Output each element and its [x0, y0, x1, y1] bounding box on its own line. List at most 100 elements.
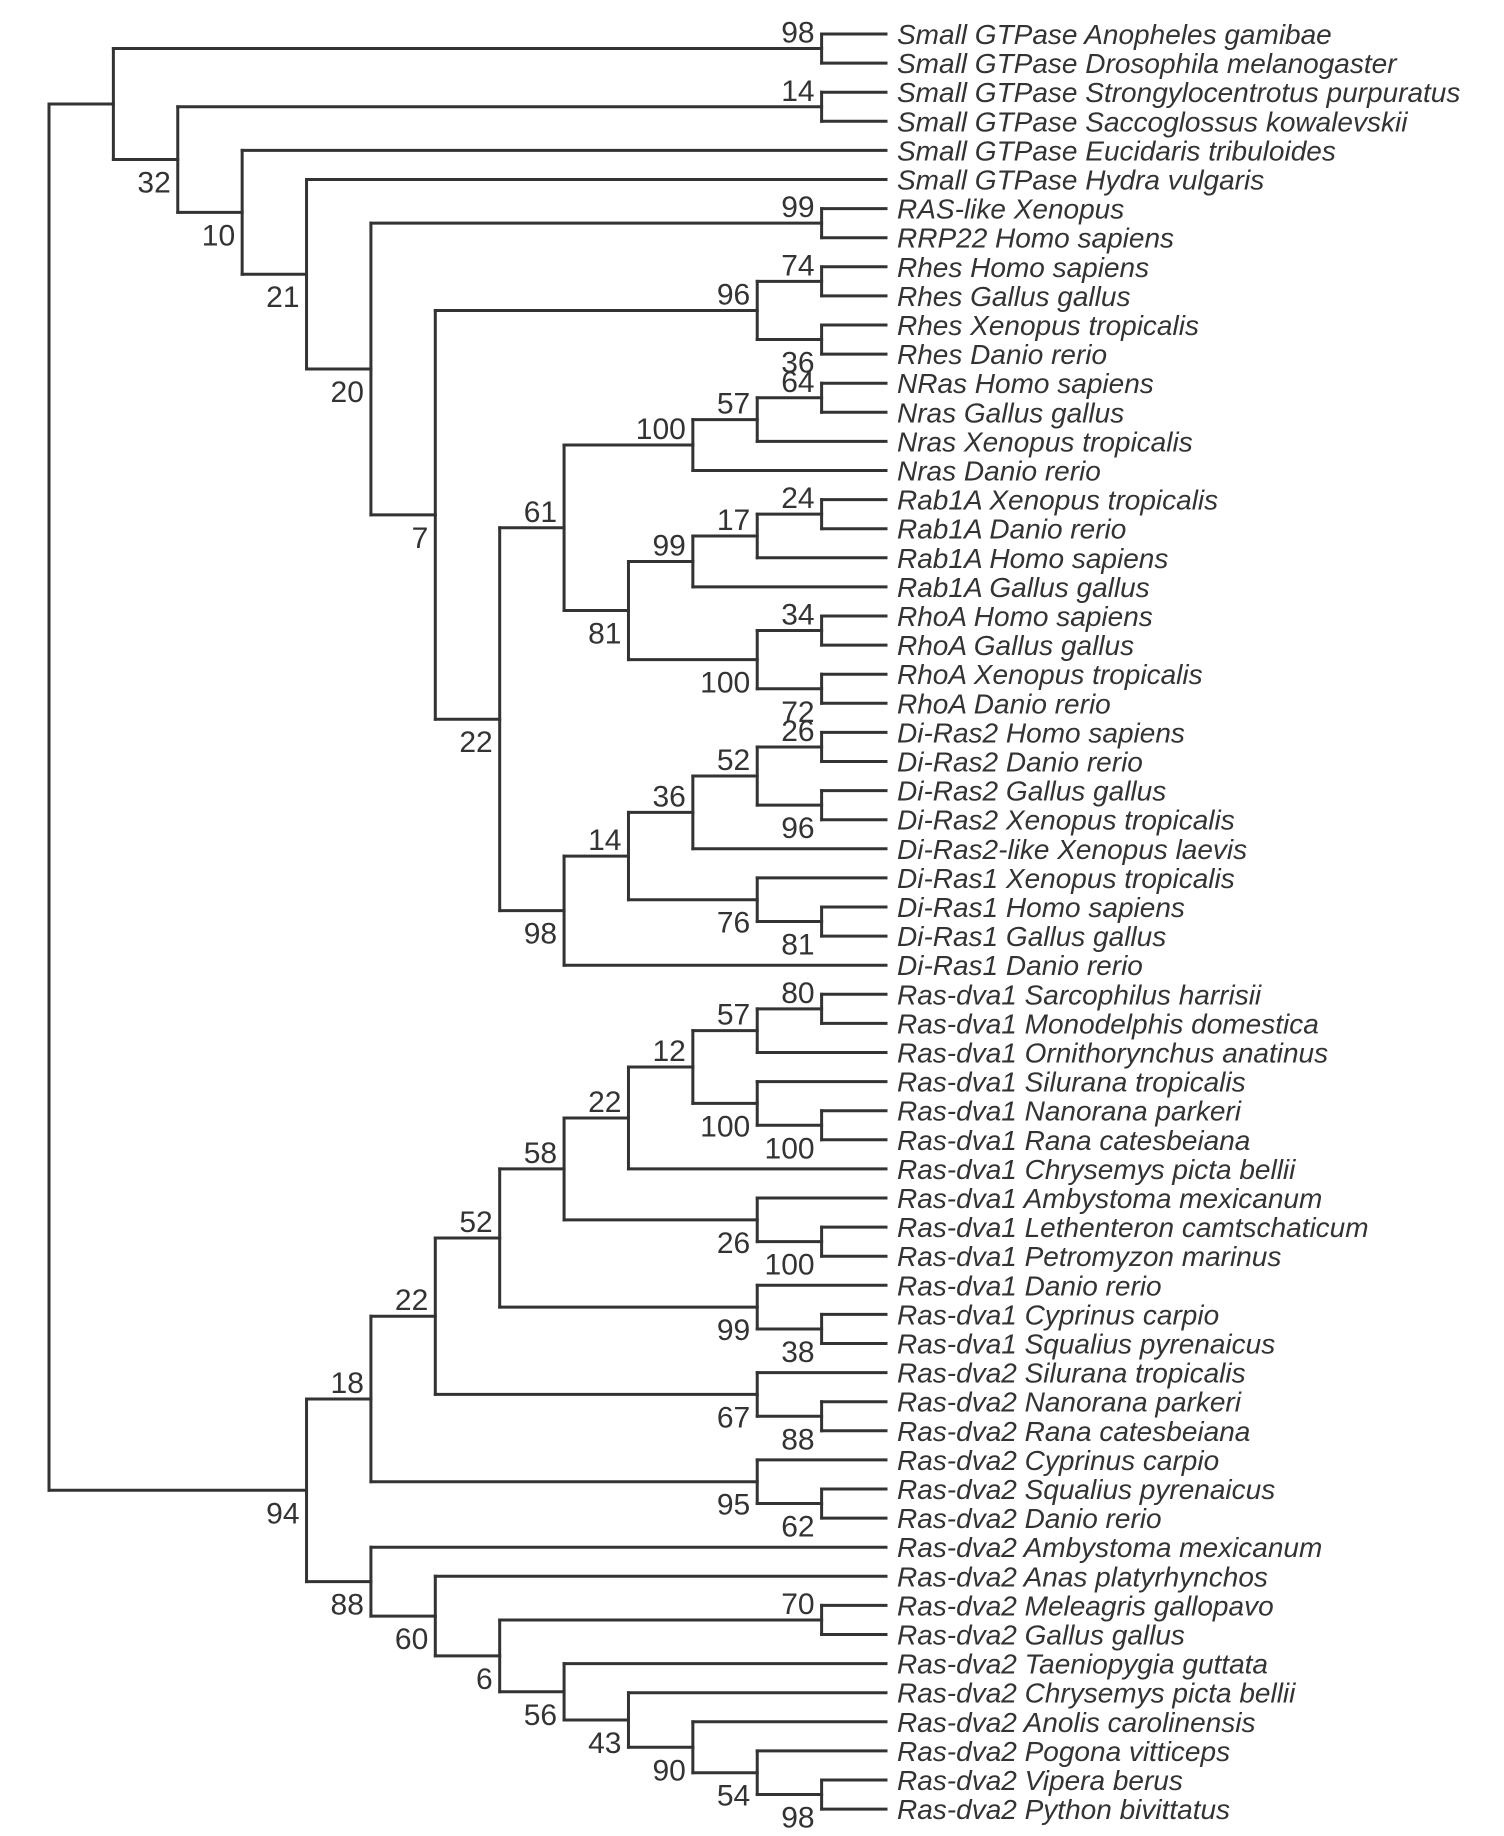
bootstrap-support-value: 12 [652, 1035, 685, 1068]
bootstrap-support-value: 90 [652, 1754, 685, 1787]
taxon-label: Small GTPase Drosophila melanogaster [897, 48, 1398, 79]
taxon-label: Ras-dva2 Rana catesbeiana [897, 1416, 1250, 1447]
bootstrap-support-value: 22 [588, 1086, 621, 1119]
bootstrap-support-value: 98 [781, 17, 814, 50]
bootstrap-support-value: 43 [588, 1727, 621, 1760]
bootstrap-support-value: 96 [717, 278, 750, 311]
taxon-label: Ras-dva2 Meleagris gallopavo [897, 1590, 1274, 1621]
bootstrap-support-value: 34 [781, 599, 814, 632]
taxon-label: Ras-dva2 Taeniopygia guttata [897, 1649, 1268, 1680]
bootstrap-support-value: 10 [202, 219, 235, 252]
taxon-label: Di-Ras2 Homo sapiens [897, 717, 1185, 748]
bootstrap-support-value: 18 [331, 1367, 364, 1400]
bootstrap-support-value: 57 [717, 388, 750, 421]
bootstrap-support-value: 20 [331, 376, 364, 409]
taxon-label: Ras-dva1 Petromyzon marinus [897, 1241, 1281, 1272]
bootstrap-support-value: 72 [781, 696, 814, 729]
taxon-label: Ras-dva1 Danio rerio [897, 1270, 1162, 1301]
taxon-label: Di-Ras2-like Xenopus laevis [897, 834, 1247, 865]
bootstrap-support-value: 7 [412, 522, 429, 555]
taxon-label: Small GTPase Saccoglossus kowalevskii [897, 106, 1408, 137]
taxon-label: RhoA Homo sapiens [897, 601, 1153, 632]
taxon-label: Ras-dva2 Gallus gallus [897, 1620, 1185, 1651]
bootstrap-support-value: 98 [781, 1802, 814, 1835]
bootstrap-support-value: 26 [717, 1227, 750, 1260]
taxon-label: Di-Ras1 Homo sapiens [897, 892, 1185, 923]
taxon-label: Rab1A Homo sapiens [897, 543, 1168, 574]
taxon-label: RhoA Gallus gallus [897, 630, 1134, 661]
bootstrap-support-value: 80 [781, 977, 814, 1010]
taxon-label: Ras-dva2 Cyprinus carpio [897, 1445, 1219, 1476]
taxon-label: NRas Homo sapiens [897, 368, 1154, 399]
taxon-label: Rhes Danio rerio [897, 339, 1107, 370]
taxon-label: Ras-dva2 Danio rerio [897, 1503, 1162, 1534]
taxon-label: Rab1A Xenopus tropicalis [897, 485, 1218, 516]
taxon-label: Ras-dva1 Ambystoma mexicanum [897, 1183, 1322, 1214]
bootstrap-support-value: 81 [588, 618, 621, 651]
taxon-label: Ras-dva1 Lethenteron camtschaticum [897, 1212, 1369, 1243]
taxon-label: Nras Danio rerio [897, 456, 1101, 487]
bootstrap-support-value: 100 [765, 1249, 815, 1282]
bootstrap-support-value: 67 [717, 1401, 750, 1434]
bootstrap-support-value: 94 [266, 1497, 299, 1530]
bootstrap-support-value: 14 [588, 824, 621, 857]
taxon-label: Ras-dva1 Cyprinus carpio [897, 1299, 1219, 1330]
bootstrap-support-value: 100 [765, 1132, 815, 1165]
bootstrap-support-value: 70 [781, 1588, 814, 1621]
taxon-label: Ras-dva2 Vipera berus [897, 1765, 1183, 1796]
taxon-label: Ras-dva1 Ornithorynchus anatinus [897, 1038, 1328, 1069]
taxon-label: RhoA Xenopus tropicalis [897, 659, 1203, 690]
taxon-label: Nras Xenopus tropicalis [897, 426, 1193, 457]
bootstrap-support-value: 36 [652, 780, 685, 813]
taxon-label: Small GTPase Anopheles gamibae [897, 19, 1332, 50]
taxon-label: Rhes Xenopus tropicalis [897, 310, 1199, 341]
taxon-label: Ras-dva1 Sarcophilus harrisii [897, 979, 1262, 1010]
bootstrap-support-value: 99 [781, 191, 814, 224]
bootstrap-support-value: 61 [524, 496, 557, 529]
bootstrap-support-value: 76 [717, 907, 750, 940]
taxon-label: Ras-dva1 Squalius pyrenaicus [897, 1329, 1275, 1360]
taxon-label: Di-Ras2 Xenopus tropicalis [897, 805, 1235, 836]
taxon-label: Nras Gallus gallus [897, 397, 1124, 428]
taxon-label: Small GTPase Hydra vulgaris [897, 165, 1264, 196]
bootstrap-support-value: 52 [459, 1206, 492, 1239]
bootstrap-support-value: 62 [781, 1511, 814, 1544]
bootstrap-support-value: 100 [700, 667, 750, 700]
taxon-label: Di-Ras1 Xenopus tropicalis [897, 863, 1235, 894]
bootstrap-support-value: 6 [476, 1663, 493, 1696]
taxon-label: Ras-dva1 Silurana tropicalis [897, 1067, 1246, 1098]
bootstrap-support-value: 88 [331, 1589, 364, 1622]
taxon-label: Rhes Gallus gallus [897, 281, 1130, 312]
taxon-label: RRP22 Homo sapiens [897, 223, 1174, 254]
bootstrap-support-value: 54 [717, 1780, 750, 1813]
taxon-label: Rab1A Gallus gallus [897, 572, 1150, 603]
bootstrap-support-value: 58 [524, 1137, 557, 1170]
bootstrap-support-value: 88 [781, 1423, 814, 1456]
bootstrap-support-value: 99 [717, 1314, 750, 1347]
taxon-label: Di-Ras1 Danio rerio [897, 950, 1143, 981]
taxon-label: Di-Ras2 Danio rerio [897, 747, 1143, 778]
bootstrap-support-value: 60 [395, 1623, 428, 1656]
taxon-label: RAS-like Xenopus [897, 194, 1124, 225]
taxon-label: Small GTPase Eucidaris tribuloides [897, 135, 1336, 166]
bootstrap-support-value: 99 [652, 529, 685, 562]
bootstrap-support-value: 38 [781, 1336, 814, 1369]
bootstrap-support-value: 81 [781, 929, 814, 962]
bootstrap-support-value: 22 [459, 726, 492, 759]
taxon-label: Ras-dva1 Monodelphis domestica [897, 1008, 1319, 1039]
bootstrap-support-value: 56 [524, 1699, 557, 1732]
taxon-label: Di-Ras2 Gallus gallus [897, 776, 1166, 807]
bootstrap-support-value: 64 [781, 366, 814, 399]
taxon-label: Ras-dva2 Pogona vitticeps [897, 1736, 1230, 1767]
bootstrap-support-value: 32 [137, 167, 170, 200]
bootstrap-support-value: 17 [717, 504, 750, 537]
bootstrap-support-value: 100 [636, 413, 686, 446]
bootstrap-support-value: 74 [781, 249, 814, 282]
bootstrap-support-value: 52 [717, 744, 750, 777]
taxon-label: Ras-dva2 Nanorana parkeri [897, 1387, 1242, 1418]
taxon-label: Ras-dva1 Rana catesbeiana [897, 1125, 1250, 1156]
taxon-label: Ras-dva2 Silurana tropicalis [897, 1358, 1246, 1389]
taxon-label: Rhes Homo sapiens [897, 252, 1149, 283]
